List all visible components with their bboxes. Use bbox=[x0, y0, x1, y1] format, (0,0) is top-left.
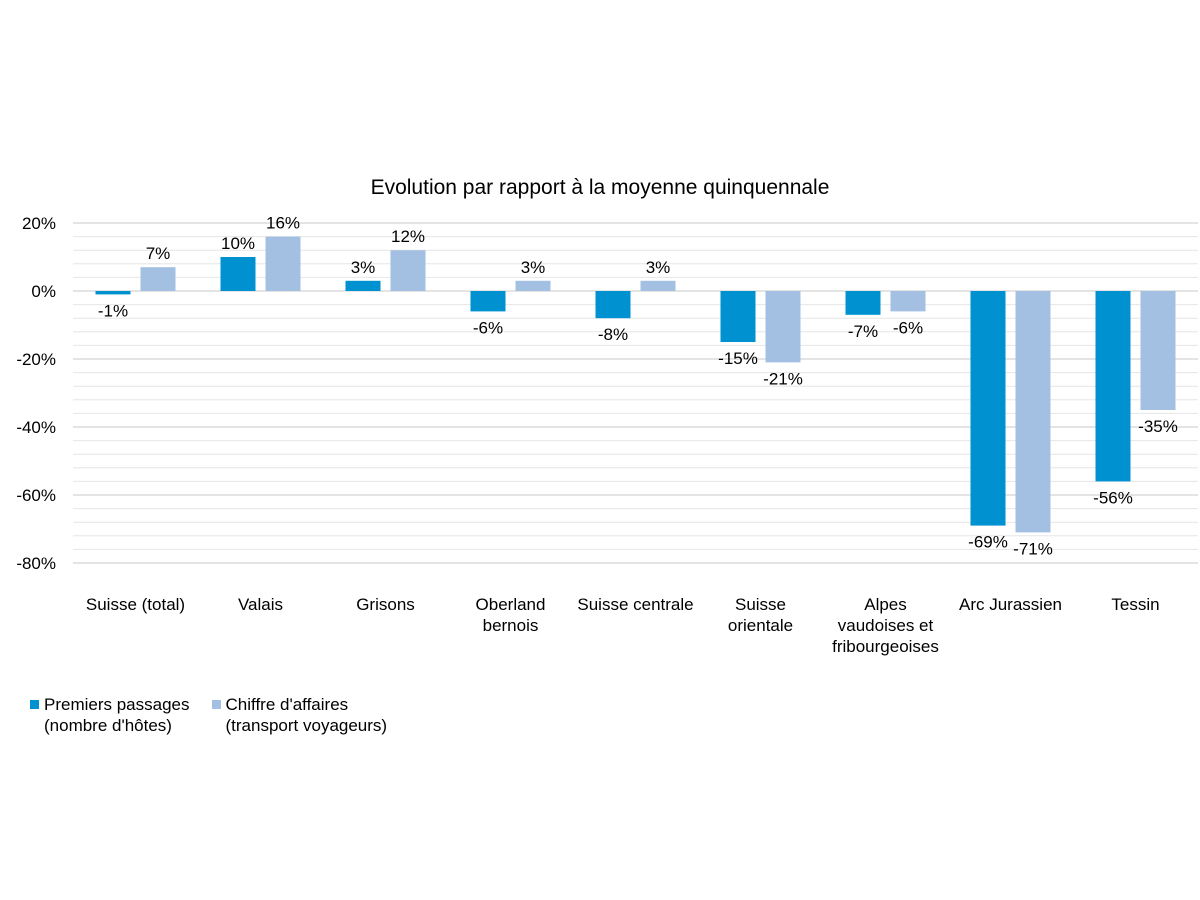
x-tick-label: Suisse orientale bbox=[728, 595, 793, 635]
y-tick-label: 20% bbox=[22, 214, 56, 233]
bar-premiers-passages bbox=[970, 291, 1006, 526]
data-label: 12% bbox=[391, 227, 425, 246]
data-label: -35% bbox=[1138, 417, 1178, 436]
legend-swatch-chiffre-affaires bbox=[211, 700, 221, 709]
data-label: 3% bbox=[521, 258, 546, 277]
bar-chiffre-affaires bbox=[765, 291, 801, 363]
y-tick-label: -20% bbox=[16, 350, 56, 369]
y-tick-label: -40% bbox=[16, 418, 56, 437]
bar-chiffre-affaires bbox=[1140, 291, 1176, 410]
x-axis: Suisse (total) Valais Grisons Oberland berno… bbox=[86, 595, 1160, 656]
data-label: -1% bbox=[98, 301, 128, 320]
bar-premiers-passages bbox=[95, 291, 131, 295]
bar-chiffre-affaires bbox=[1015, 291, 1051, 533]
chart-title: Evolution par rapport à la moyenne quinq… bbox=[371, 176, 830, 199]
data-label: 3% bbox=[646, 258, 671, 277]
data-label: 10% bbox=[221, 234, 255, 253]
bars bbox=[95, 236, 1176, 533]
data-label: 16% bbox=[266, 214, 300, 233]
y-tick-label: 0% bbox=[31, 282, 56, 301]
bar-premiers-passages bbox=[470, 291, 506, 312]
bar-premiers-passages bbox=[845, 291, 881, 315]
legend-item-chiffre-affaires: Chiffre d'affaires (transport voyageurs) bbox=[211, 694, 388, 736]
x-tick-label: Suisse (total) bbox=[86, 595, 185, 614]
data-label: 7% bbox=[146, 244, 171, 263]
bar-chiffre-affaires bbox=[515, 280, 551, 291]
data-label: -6% bbox=[473, 318, 503, 337]
y-axis: 20% 0% -20% -40% -60% -80% bbox=[16, 214, 56, 573]
y-tick-label: -60% bbox=[16, 486, 56, 505]
bar-premiers-passages bbox=[345, 280, 381, 291]
bar-chiffre-affaires bbox=[265, 236, 301, 291]
y-tick-label: -80% bbox=[16, 554, 56, 573]
data-label: -8% bbox=[598, 325, 628, 344]
legend-label-premiers-passages: Premiers passages (nombre d'hôtes) bbox=[44, 695, 190, 735]
legend: Premiers passages (nombre d'hôtes) Chiff… bbox=[30, 694, 387, 736]
bar-chiffre-affaires bbox=[640, 280, 676, 291]
data-label: -15% bbox=[718, 349, 758, 368]
bar-premiers-passages bbox=[720, 291, 756, 342]
bar-chiffre-affaires bbox=[890, 291, 926, 312]
bar-chiffre-affaires bbox=[390, 250, 426, 291]
data-label: -6% bbox=[893, 318, 923, 337]
data-label: -71% bbox=[1013, 539, 1053, 558]
data-label: -7% bbox=[848, 322, 878, 341]
x-tick-label: Alpes vaudoises et fribourgeoises bbox=[832, 595, 939, 656]
x-tick-label: Tessin bbox=[1111, 595, 1159, 614]
data-labels: -1% 10% 3% -6% -8% -15% -7% -69% -56% 7% 16% 12% 3% 3… bbox=[98, 214, 1178, 559]
legend-swatch-premiers-passages bbox=[30, 700, 39, 709]
data-label: -21% bbox=[763, 369, 803, 388]
x-tick-label: Oberland bernois bbox=[476, 595, 546, 635]
bar-premiers-passages bbox=[220, 257, 256, 291]
legend-item-premiers-passages: Premiers passages (nombre d'hôtes) bbox=[30, 694, 190, 736]
data-label: -69% bbox=[968, 533, 1008, 552]
data-label: 3% bbox=[351, 258, 376, 277]
x-tick-label: Valais bbox=[238, 595, 283, 614]
x-tick-label: Grisons bbox=[356, 595, 415, 614]
legend-label-chiffre-affaires: Chiffre d'affaires (transport voyageurs) bbox=[225, 695, 388, 735]
bar-premiers-passages bbox=[595, 291, 631, 319]
data-label: -56% bbox=[1093, 488, 1133, 507]
gridlines bbox=[73, 222, 1198, 564]
x-tick-label: Arc Jurassien bbox=[959, 595, 1062, 614]
bar-premiers-passages bbox=[1095, 291, 1131, 482]
x-tick-label: Suisse centrale bbox=[577, 595, 693, 614]
bar-chiffre-affaires bbox=[140, 267, 176, 291]
